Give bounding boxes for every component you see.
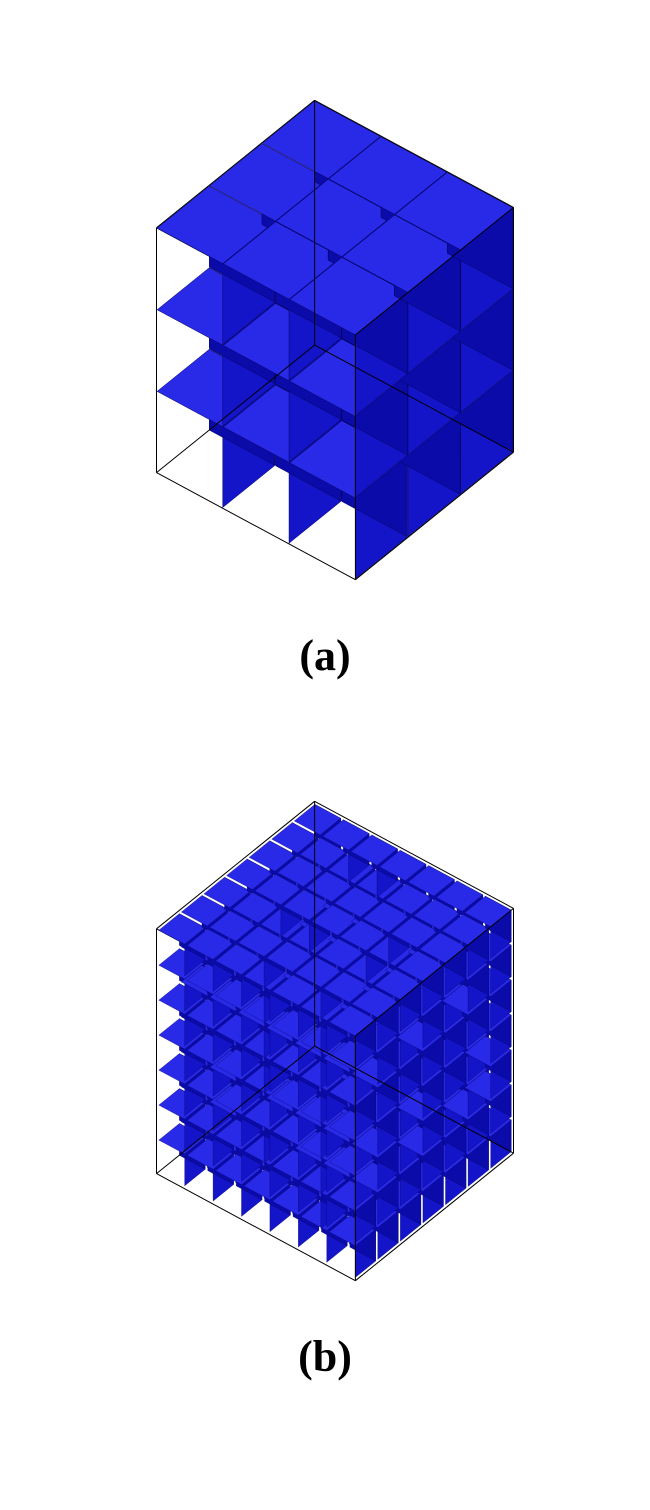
scene-b	[40, 741, 610, 1301]
scene-a	[40, 40, 610, 600]
lattice-b	[40, 741, 610, 1301]
panel-a: (a)	[40, 0, 610, 701]
label-a: (a)	[299, 630, 350, 681]
label-b: (b)	[298, 1331, 352, 1382]
panel-b: (b)	[40, 701, 610, 1402]
lattice-a	[40, 40, 610, 600]
